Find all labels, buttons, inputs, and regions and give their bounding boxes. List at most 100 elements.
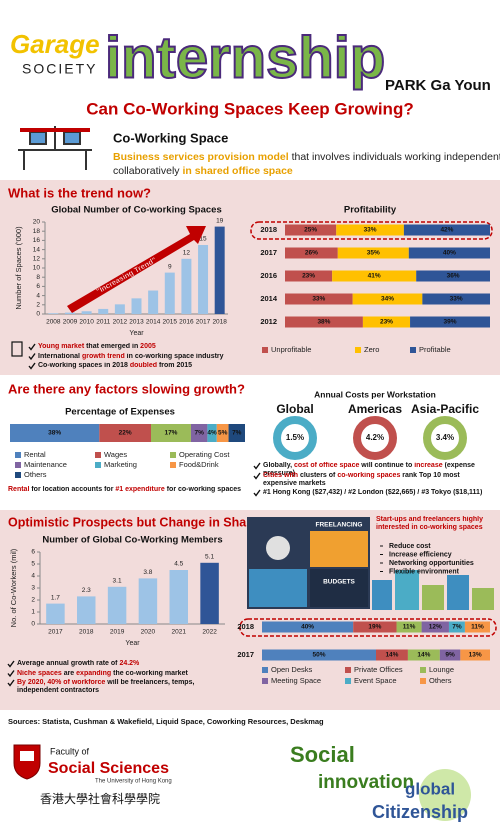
y-axis-label: No. of Co-Workers (mil) <box>9 548 18 627</box>
data-label: 33% <box>450 296 463 303</box>
text-segment: rank Top 10 most expensive markets <box>263 472 460 488</box>
x-tick-label: 2012 <box>113 319 128 326</box>
bar-segment <box>336 224 404 236</box>
data-label: 11% <box>471 624 484 631</box>
bar <box>198 245 209 314</box>
bar <box>77 596 96 624</box>
data-label: 38% <box>317 319 330 326</box>
text-segment: co-working spaces <box>337 472 401 479</box>
check-icon <box>28 353 36 361</box>
faculty-of: Faculty of <box>50 746 90 756</box>
bar-segment <box>262 621 354 633</box>
data-label: 40% <box>301 624 314 631</box>
bar-segment <box>285 270 333 282</box>
text-segment: By 2020, 40% of workforce <box>17 679 106 686</box>
text-block: International growth trend in co-working… <box>38 353 238 361</box>
data-label: 3.8 <box>143 569 152 576</box>
legend-label: Lounge <box>429 665 454 674</box>
definition-line: Business services provision model that i… <box>113 151 500 163</box>
bar <box>138 578 158 624</box>
data-label: 38% <box>48 430 61 437</box>
text-segment: increase <box>414 462 443 469</box>
data-label: 7% <box>194 430 204 437</box>
y-tick-label: 20 <box>33 219 41 226</box>
text-segment: Rental <box>8 486 30 493</box>
definition-line: collaboratively in shared office space <box>113 165 293 177</box>
data-label: 19% <box>368 624 381 631</box>
data-label: 5% <box>218 430 228 437</box>
text-segment: are <box>61 669 77 677</box>
text-box: Young market that emerged in 2005 <box>38 343 156 350</box>
reason: Increase efficiency <box>389 551 452 558</box>
bar-segment <box>353 621 397 633</box>
x-tick-label: 2016 <box>179 319 194 326</box>
text-block: Cities with clusters of co-working space… <box>263 472 495 489</box>
text-block: Start-ups and freelancers highly interes… <box>376 516 483 532</box>
definition-term: Co-Working Space <box>113 130 228 145</box>
category-label: 2016 <box>260 271 277 280</box>
bar-segment <box>410 316 490 328</box>
y-tick-label: 6 <box>31 549 35 556</box>
y-tick-label: 18 <box>33 228 41 235</box>
x-axis-label: Year <box>129 330 144 337</box>
bar-segment <box>228 424 245 442</box>
y-tick-label: 6 <box>36 283 40 290</box>
section-heading: What is the trend now? <box>8 185 151 200</box>
bar <box>114 304 125 314</box>
legend-label: Rental <box>24 450 46 459</box>
text-segment: Average annual growth rate of <box>17 660 120 667</box>
text-segment: International <box>38 352 82 360</box>
legend-swatch <box>15 452 21 458</box>
data-label: 4.5 <box>174 561 183 568</box>
chinese-name: 香港大學社會科學學院 <box>40 791 160 806</box>
check-icon <box>7 670 15 678</box>
bar-segment <box>408 247 490 259</box>
x-tick-label: 2013 <box>129 319 144 326</box>
data-label: 1.7 <box>51 594 60 601</box>
data-label: 26% <box>305 250 318 257</box>
data-label: 12 <box>183 250 191 257</box>
y-tick-label: 3 <box>31 585 35 592</box>
text-block: Average annual growth rate of 24.2% <box>17 660 232 668</box>
text-segment: 24.2% <box>119 660 140 667</box>
definition-part: that involves individuals working indepe… <box>289 151 500 163</box>
text-segment: Young market <box>38 343 85 350</box>
legend-label: Meeting Space <box>271 676 321 685</box>
text-segment: in co-working space industry <box>124 352 224 360</box>
bar <box>148 290 159 314</box>
legend-label: Operating Cost <box>179 450 230 459</box>
main-title: Can Co-Working Spaces Keep Growing? <box>86 99 413 118</box>
text-box: Co-working spaces in 2018 doubled from 2… <box>38 362 192 369</box>
bar <box>181 258 192 314</box>
reason: Flexible environment <box>389 568 460 575</box>
data-label: 12% <box>429 624 442 631</box>
text-block: #1 Hong Kong ($27,432) / #2 London ($22,… <box>263 489 495 497</box>
legend-label: Zero <box>364 345 379 354</box>
data-label: 3.1 <box>113 578 122 585</box>
bar-segment <box>332 270 417 282</box>
text-segment: Globally, <box>263 462 294 469</box>
program-title: internship <box>105 25 385 90</box>
citizenship: Citizenship <box>372 802 468 822</box>
bar <box>46 603 65 624</box>
text-segment: that emerged in <box>84 343 141 350</box>
legend-swatch <box>95 462 101 468</box>
y-tick-label: 4 <box>36 292 40 299</box>
bar-segment <box>151 424 191 442</box>
y-tick-label: 12 <box>33 256 41 263</box>
bar <box>48 313 59 314</box>
legend-swatch <box>262 347 268 353</box>
category-label: Americas <box>348 402 402 416</box>
data-label: 5.1 <box>205 554 214 561</box>
definition-part: in shared office space <box>182 165 292 177</box>
data-label: 42% <box>440 227 453 234</box>
legend-label: Food&Drink <box>179 460 219 469</box>
legend-label: Event Space <box>354 676 397 685</box>
x-tick-label: 2011 <box>96 319 110 326</box>
y-tick-label: 5 <box>31 561 35 568</box>
text-segment: expanding <box>76 669 112 677</box>
bullet-dash <box>380 545 383 547</box>
legend-swatch <box>355 347 361 353</box>
section-heading: Optimistic Prospects but Change in Shape <box>8 515 261 529</box>
